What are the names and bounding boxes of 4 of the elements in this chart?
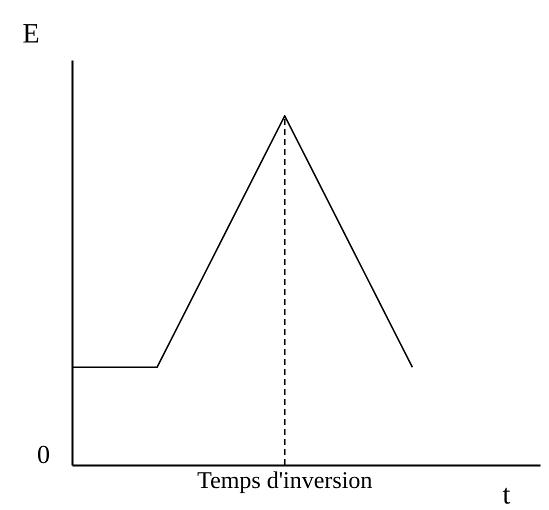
x-axis-title: t bbox=[502, 480, 510, 510]
y-axis-title: E bbox=[22, 18, 40, 50]
text: Temps d'inversion bbox=[197, 468, 372, 494]
text: 0 bbox=[37, 440, 50, 469]
